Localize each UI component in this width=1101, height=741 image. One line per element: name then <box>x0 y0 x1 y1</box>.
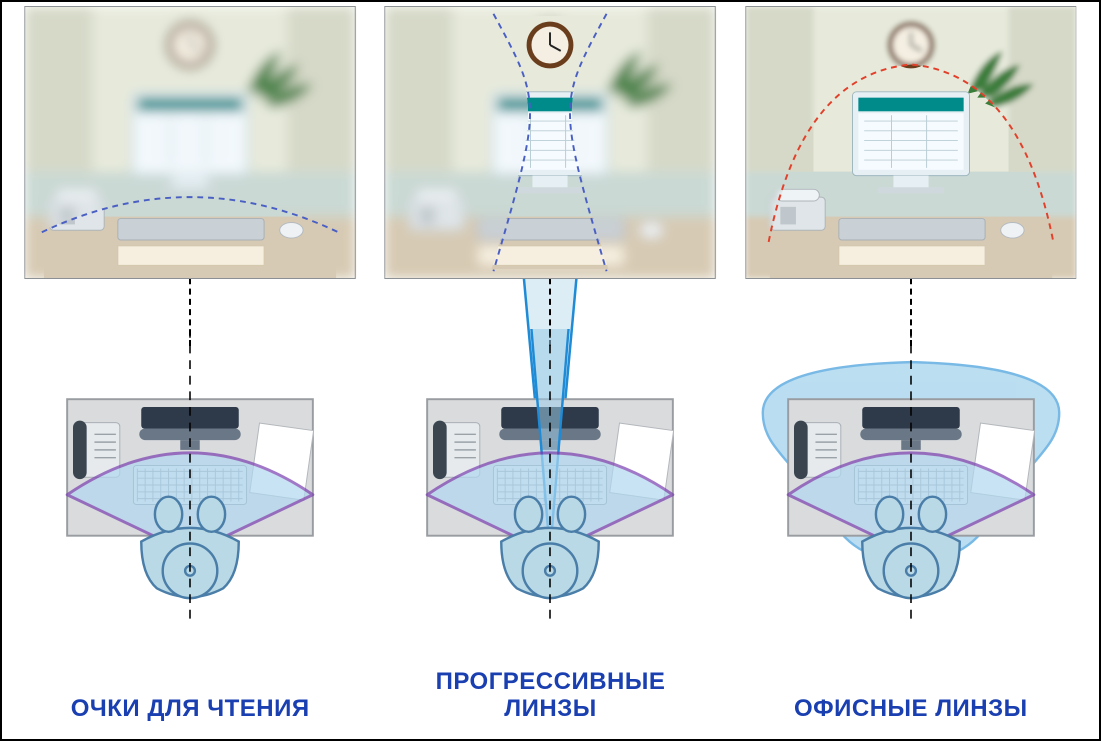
pov-holder <box>745 6 1077 284</box>
pov-holder <box>24 6 356 284</box>
pov-scene <box>24 6 356 279</box>
panel-progressive: ПРОГРЕССИВНЫЕ ЛИНЗЫ <box>370 6 730 731</box>
caption-reading: ОЧКИ ДЛЯ ЧТЕНИЯ <box>10 695 370 723</box>
pov-scene <box>745 6 1077 279</box>
panel-graphic <box>10 6 370 646</box>
pov-scene <box>385 6 717 279</box>
panel-office: ОФИСНЫЕ ЛИНЗЫ <box>731 6 1091 731</box>
panel-graphic <box>731 6 1091 646</box>
top-down-scene <box>745 329 1077 641</box>
panel-graphic <box>370 6 730 646</box>
topdown-holder <box>385 329 717 646</box>
topdown-holder <box>24 329 356 646</box>
panel-reading: ОЧКИ ДЛЯ ЧТЕНИЯ <box>10 6 370 731</box>
top-down-scene <box>385 329 717 641</box>
topdown-holder <box>745 329 1077 646</box>
top-down-scene <box>24 329 356 641</box>
caption-office: ОФИСНЫЕ ЛИНЗЫ <box>731 695 1091 723</box>
infographic-frame: ОЧКИ ДЛЯ ЧТЕНИЯ <box>0 0 1101 741</box>
pov-holder <box>385 6 717 284</box>
caption-progressive: ПРОГРЕССИВНЫЕ ЛИНЗЫ <box>370 668 730 723</box>
